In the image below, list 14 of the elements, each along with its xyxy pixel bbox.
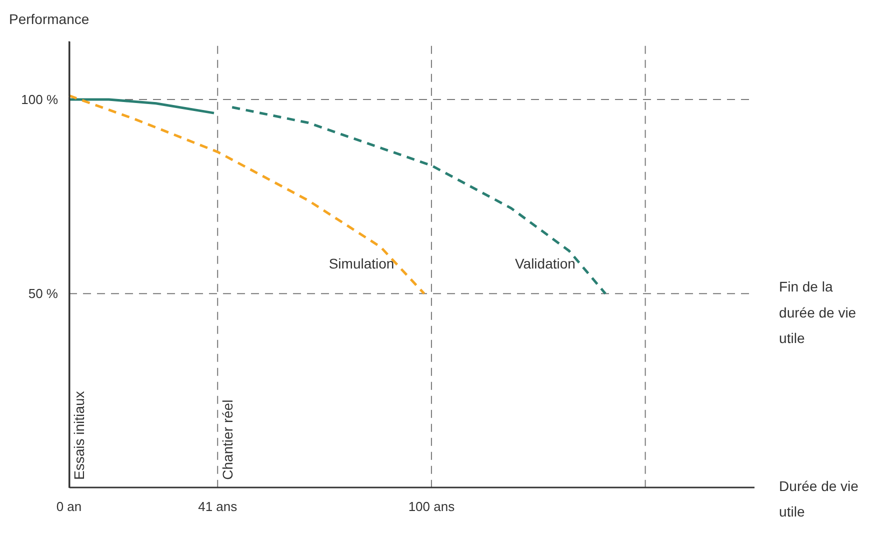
y-axis-title: Performance [9, 11, 90, 28]
ref-line-label: Essais initiaux [71, 391, 88, 480]
line-series [68, 94, 426, 295]
ref-line-label: Chantier réel [220, 400, 236, 480]
y-tick-label: 50 % [28, 286, 58, 302]
y-tick-label: 100 % [21, 92, 58, 107]
series-label: Validation [514, 256, 576, 272]
x-tick-label: 0 an [56, 498, 82, 514]
ref-line-label: Fin de la durée de vie utile [779, 278, 856, 346]
series-label: Simulation [328, 256, 394, 272]
line-series [230, 106, 607, 295]
x-tick-label: 41 ans [198, 498, 238, 514]
x-tick-label: 100 ans [408, 498, 456, 514]
x-axis-title: Durée de vie utile [779, 478, 859, 520]
